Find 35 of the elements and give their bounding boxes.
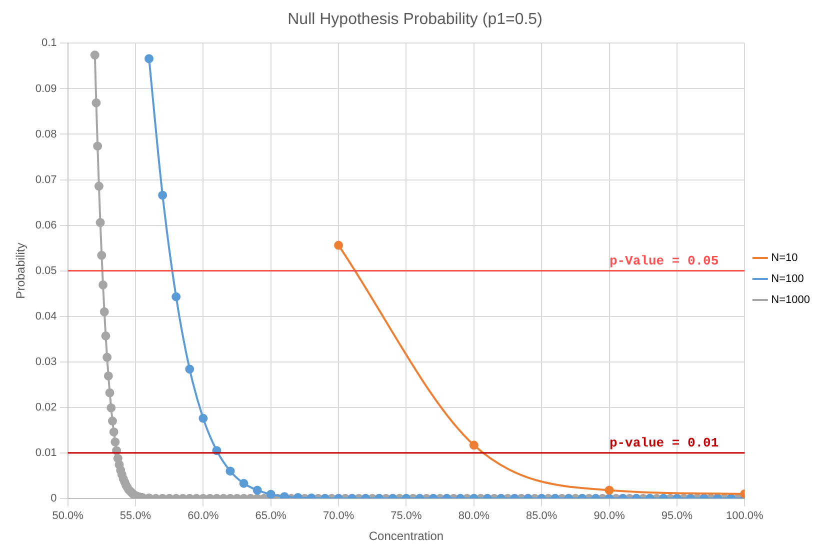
y-tick-label: 0.04 xyxy=(35,310,57,322)
point xyxy=(185,364,194,374)
x-tick-label: 55.0% xyxy=(120,510,152,522)
x-tick-label: 80.0% xyxy=(458,510,490,522)
x-tick-label: 60.0% xyxy=(188,510,219,522)
legend-label: N=10 xyxy=(771,252,798,264)
x-tick-label: 50.0% xyxy=(52,510,84,522)
x-tick-label: 65.0% xyxy=(255,510,287,522)
x-tick-label: 85.0% xyxy=(526,510,558,522)
x-axis-title: Concentration xyxy=(368,529,444,544)
y-axis-title: Probability xyxy=(14,242,28,299)
y-tick-label: 0.07 xyxy=(35,174,57,186)
y-tick-label: 0.1 xyxy=(42,37,57,50)
y-tick-label: 0.08 xyxy=(35,128,57,140)
ref-line-label: p-value = 0.01 xyxy=(609,436,719,451)
y-tick-label: 0.06 xyxy=(35,219,57,232)
chart-title: Null Hypothesis Probability (p1=0.5) xyxy=(288,11,542,28)
y-tick-label: 0.02 xyxy=(35,401,57,414)
ref-line-label: p-Value = 0.05 xyxy=(609,254,719,269)
y-tick-label: 0.09 xyxy=(35,82,57,95)
point xyxy=(334,240,344,250)
y-tick-label: 0.05 xyxy=(35,264,57,277)
point xyxy=(172,292,181,302)
x-tick-label: 100.0% xyxy=(726,510,764,522)
x-tick-label: 90.0% xyxy=(594,510,626,522)
x-tick-label: 70.0% xyxy=(322,510,354,522)
legend-label: N=1000 xyxy=(771,294,810,306)
y-tick-label: 0.03 xyxy=(35,356,57,368)
x-tick-label: 75.0% xyxy=(390,510,422,522)
legend-label: N=100 xyxy=(771,273,804,286)
point xyxy=(158,190,168,200)
point xyxy=(144,54,154,64)
x-tick-label: 95.0% xyxy=(661,510,693,522)
y-tick-label: 0.01 xyxy=(35,446,57,459)
y-tick-label: 0 xyxy=(50,492,57,504)
